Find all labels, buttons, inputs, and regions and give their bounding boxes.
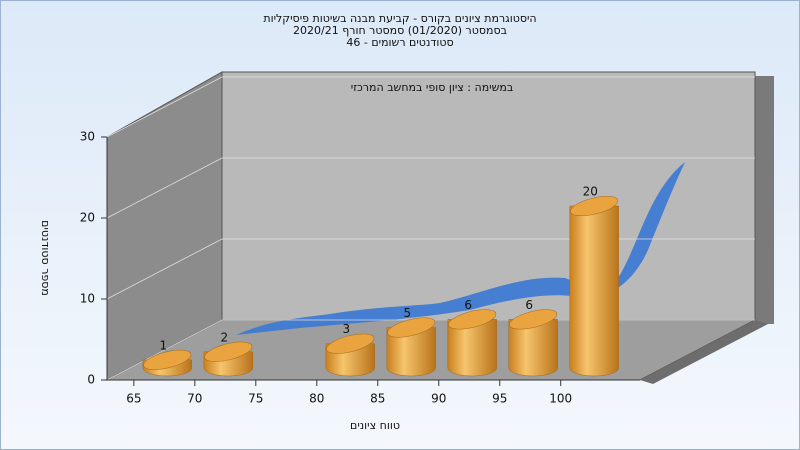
x-tick-label: 85: [370, 392, 385, 406]
x-tick-label: 100: [549, 392, 572, 406]
bar: [386, 327, 436, 377]
y-tick-label: 0: [87, 373, 95, 387]
x-tick-label: 95: [492, 392, 507, 406]
x-axis-label: טווח ציונים: [350, 419, 400, 432]
y-tick-label: 30: [80, 130, 95, 144]
y-axis-label: מספר סטודנטים: [39, 220, 52, 296]
x-tick-label: 80: [309, 392, 324, 406]
data-label: 3: [342, 322, 350, 336]
bar-top: [204, 341, 253, 362]
chart-title: היסטוגרמת ציונים בקורס - קביעת מבנה בשיט…: [263, 12, 536, 25]
x-tick-label: 90: [431, 392, 446, 406]
bar: [508, 319, 558, 377]
data-label: 2: [220, 330, 228, 344]
bar-top: [326, 333, 375, 354]
floor-edge: [640, 320, 768, 384]
data-label: 6: [464, 298, 472, 312]
chart-title: סטודנטים רשומים - 46: [346, 36, 453, 49]
bar-top: [448, 309, 497, 330]
data-label: 20: [583, 185, 598, 199]
x-tick-label: 75: [248, 392, 263, 406]
bar-top: [570, 195, 619, 217]
x-tick-label: 65: [126, 392, 141, 406]
data-label: 1: [160, 338, 168, 352]
grid-line: [106, 76, 755, 138]
data-label: 5: [403, 306, 411, 320]
bar-top: [387, 317, 436, 338]
data-label: 6: [525, 298, 533, 312]
y-tick-label: 20: [80, 211, 95, 225]
bar-top: [509, 309, 558, 330]
chart-title: בסמסטר (01/2020) סמסטר חורף 2020/21: [293, 24, 507, 37]
back-wall: [221, 71, 756, 321]
y-tick-label: 10: [80, 292, 95, 306]
bar: [569, 205, 619, 377]
grid-line: [106, 157, 755, 219]
bar: [447, 319, 497, 377]
x-tick-label: 70: [187, 392, 202, 406]
bar-top: [143, 349, 192, 370]
chart-subtitle: במשימה : ציון סופי במחשב המרכזי: [351, 81, 514, 94]
